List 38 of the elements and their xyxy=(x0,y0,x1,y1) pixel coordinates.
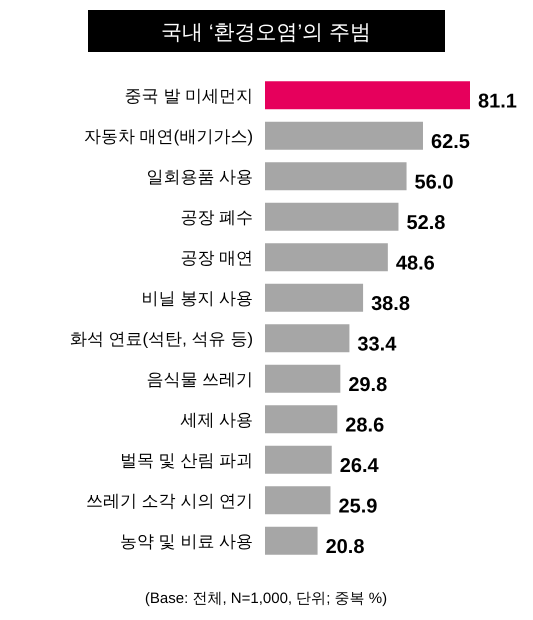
bar xyxy=(265,405,338,434)
bar xyxy=(265,243,388,272)
data-label: 48.6 xyxy=(396,252,435,274)
y-tick-label: 음식물 쓰레기 xyxy=(146,370,253,389)
data-label: 20.8 xyxy=(326,536,365,558)
data-label: 33.4 xyxy=(357,333,398,356)
data-label: 52.8 xyxy=(406,212,446,234)
text: (Base: 전체, N=1,000, 단위; 중복 %) xyxy=(144,590,388,607)
bar xyxy=(265,446,332,474)
data-label: 28.6 xyxy=(345,414,384,436)
y-tick-label: 벌목 및 산림 파괴 xyxy=(120,450,253,470)
bar xyxy=(265,284,364,312)
bar xyxy=(265,202,398,231)
y-tick-label: 공장 매연 xyxy=(180,248,253,268)
y-tick-label: 공장 폐수 xyxy=(180,208,253,227)
bar xyxy=(265,162,407,190)
bar xyxy=(265,486,330,514)
y-tick-label: 화석 연료(석탄, 석유 등) xyxy=(70,329,253,348)
data-label: 25.9 xyxy=(338,495,378,518)
y-tick-label: 농약 및 비료 사용 xyxy=(120,532,253,551)
data-label: 62.5 xyxy=(430,130,470,153)
bar xyxy=(265,324,350,352)
data-label: 26.4 xyxy=(340,454,380,477)
y-tick-label: 중국 발 미세먼지 xyxy=(124,86,253,106)
data-label: 38.8 xyxy=(371,292,410,315)
data-label: 81.1 xyxy=(478,90,517,112)
bar xyxy=(265,122,423,150)
bar xyxy=(265,364,340,393)
data-label: 29.8 xyxy=(348,374,388,396)
y-tick-label: 쓰레기 소각 시의 연기 xyxy=(86,491,253,510)
bar xyxy=(265,526,318,555)
y-tick-label: 일회용품 사용 xyxy=(146,167,253,186)
y-tick-label: 자동차 매연(배기가스) xyxy=(84,126,253,146)
y-tick-label: 비닐 봉지 사용 xyxy=(142,288,253,308)
bar xyxy=(265,81,470,110)
data-label: 56.0 xyxy=(414,171,454,194)
chart-title: 국내 ‘환경오염’의 주범 xyxy=(161,21,371,44)
y-tick-label: 세제 사용 xyxy=(180,410,253,430)
